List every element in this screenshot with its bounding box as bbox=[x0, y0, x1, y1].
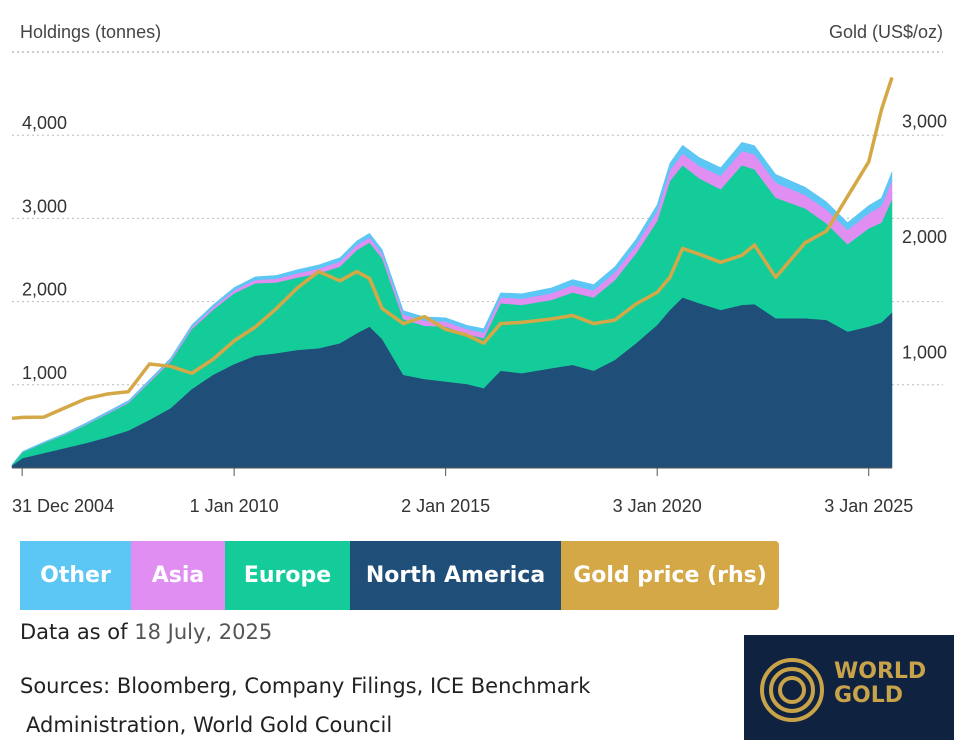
left-tick-label: 2,000 bbox=[22, 280, 67, 300]
sources-line-1: Sources: Bloomberg, Company Filings, ICE… bbox=[20, 674, 591, 698]
chart-legend: Other Asia Europe North America Gold pri… bbox=[20, 541, 779, 610]
sources-line-2: Administration, World Gold Council bbox=[26, 713, 393, 737]
legend-item-europe[interactable]: Europe bbox=[225, 541, 350, 610]
logo-line-1: WORLD bbox=[834, 659, 927, 684]
right-tick-label: 1,000 bbox=[902, 342, 947, 362]
data-as-of: Data as of 18 July, 2025 bbox=[20, 620, 272, 644]
x-tick-label: 3 Jan 2025 bbox=[824, 496, 913, 516]
logo-line-2: GOLD bbox=[834, 683, 904, 708]
x-tick-label: 31 Dec 2004 bbox=[12, 496, 114, 516]
left-axis-title: Holdings (tonnes) bbox=[20, 22, 161, 42]
legend-item-other[interactable]: Other bbox=[20, 541, 131, 610]
right-axis-title: Gold (US$/oz) bbox=[829, 22, 943, 42]
line-series-gold-price bbox=[11, 76, 894, 421]
legend-label: North America bbox=[365, 563, 546, 588]
data-as-of-label: Data as of bbox=[20, 620, 128, 644]
left-tick-label: 1,000 bbox=[22, 363, 67, 383]
x-tick-label: 3 Jan 2020 bbox=[613, 496, 702, 516]
legend-label: Asia bbox=[151, 563, 205, 588]
legend-label: Europe bbox=[243, 563, 332, 588]
right-tick-label: 2,000 bbox=[902, 227, 947, 247]
right-tick-label: 3,000 bbox=[902, 111, 947, 131]
left-tick-label: 3,000 bbox=[22, 196, 67, 216]
area-series-other bbox=[11, 141, 893, 465]
data-as-of-date: 18 July, 2025 bbox=[134, 620, 273, 644]
legend-item-north-america[interactable]: North America bbox=[350, 541, 561, 610]
etf-holdings-chart: 1,000 2,000 3,000 4,000 1,000 2,000 3,000 31 De… bbox=[11, 22, 947, 516]
legend-item-gold-price[interactable]: Gold price (rhs) bbox=[561, 541, 779, 610]
left-tick-label: 4,000 bbox=[22, 113, 67, 133]
world-gold-council-logo: WORLD GOLD bbox=[744, 635, 954, 740]
legend-item-asia[interactable]: Asia bbox=[131, 541, 225, 610]
x-tick-label: 2 Jan 2015 bbox=[401, 496, 490, 516]
logo-rings-icon bbox=[760, 658, 824, 722]
legend-label: Gold price (rhs) bbox=[573, 563, 767, 588]
x-tick-label: 1 Jan 2010 bbox=[190, 496, 279, 516]
legend-label: Other bbox=[40, 563, 111, 588]
